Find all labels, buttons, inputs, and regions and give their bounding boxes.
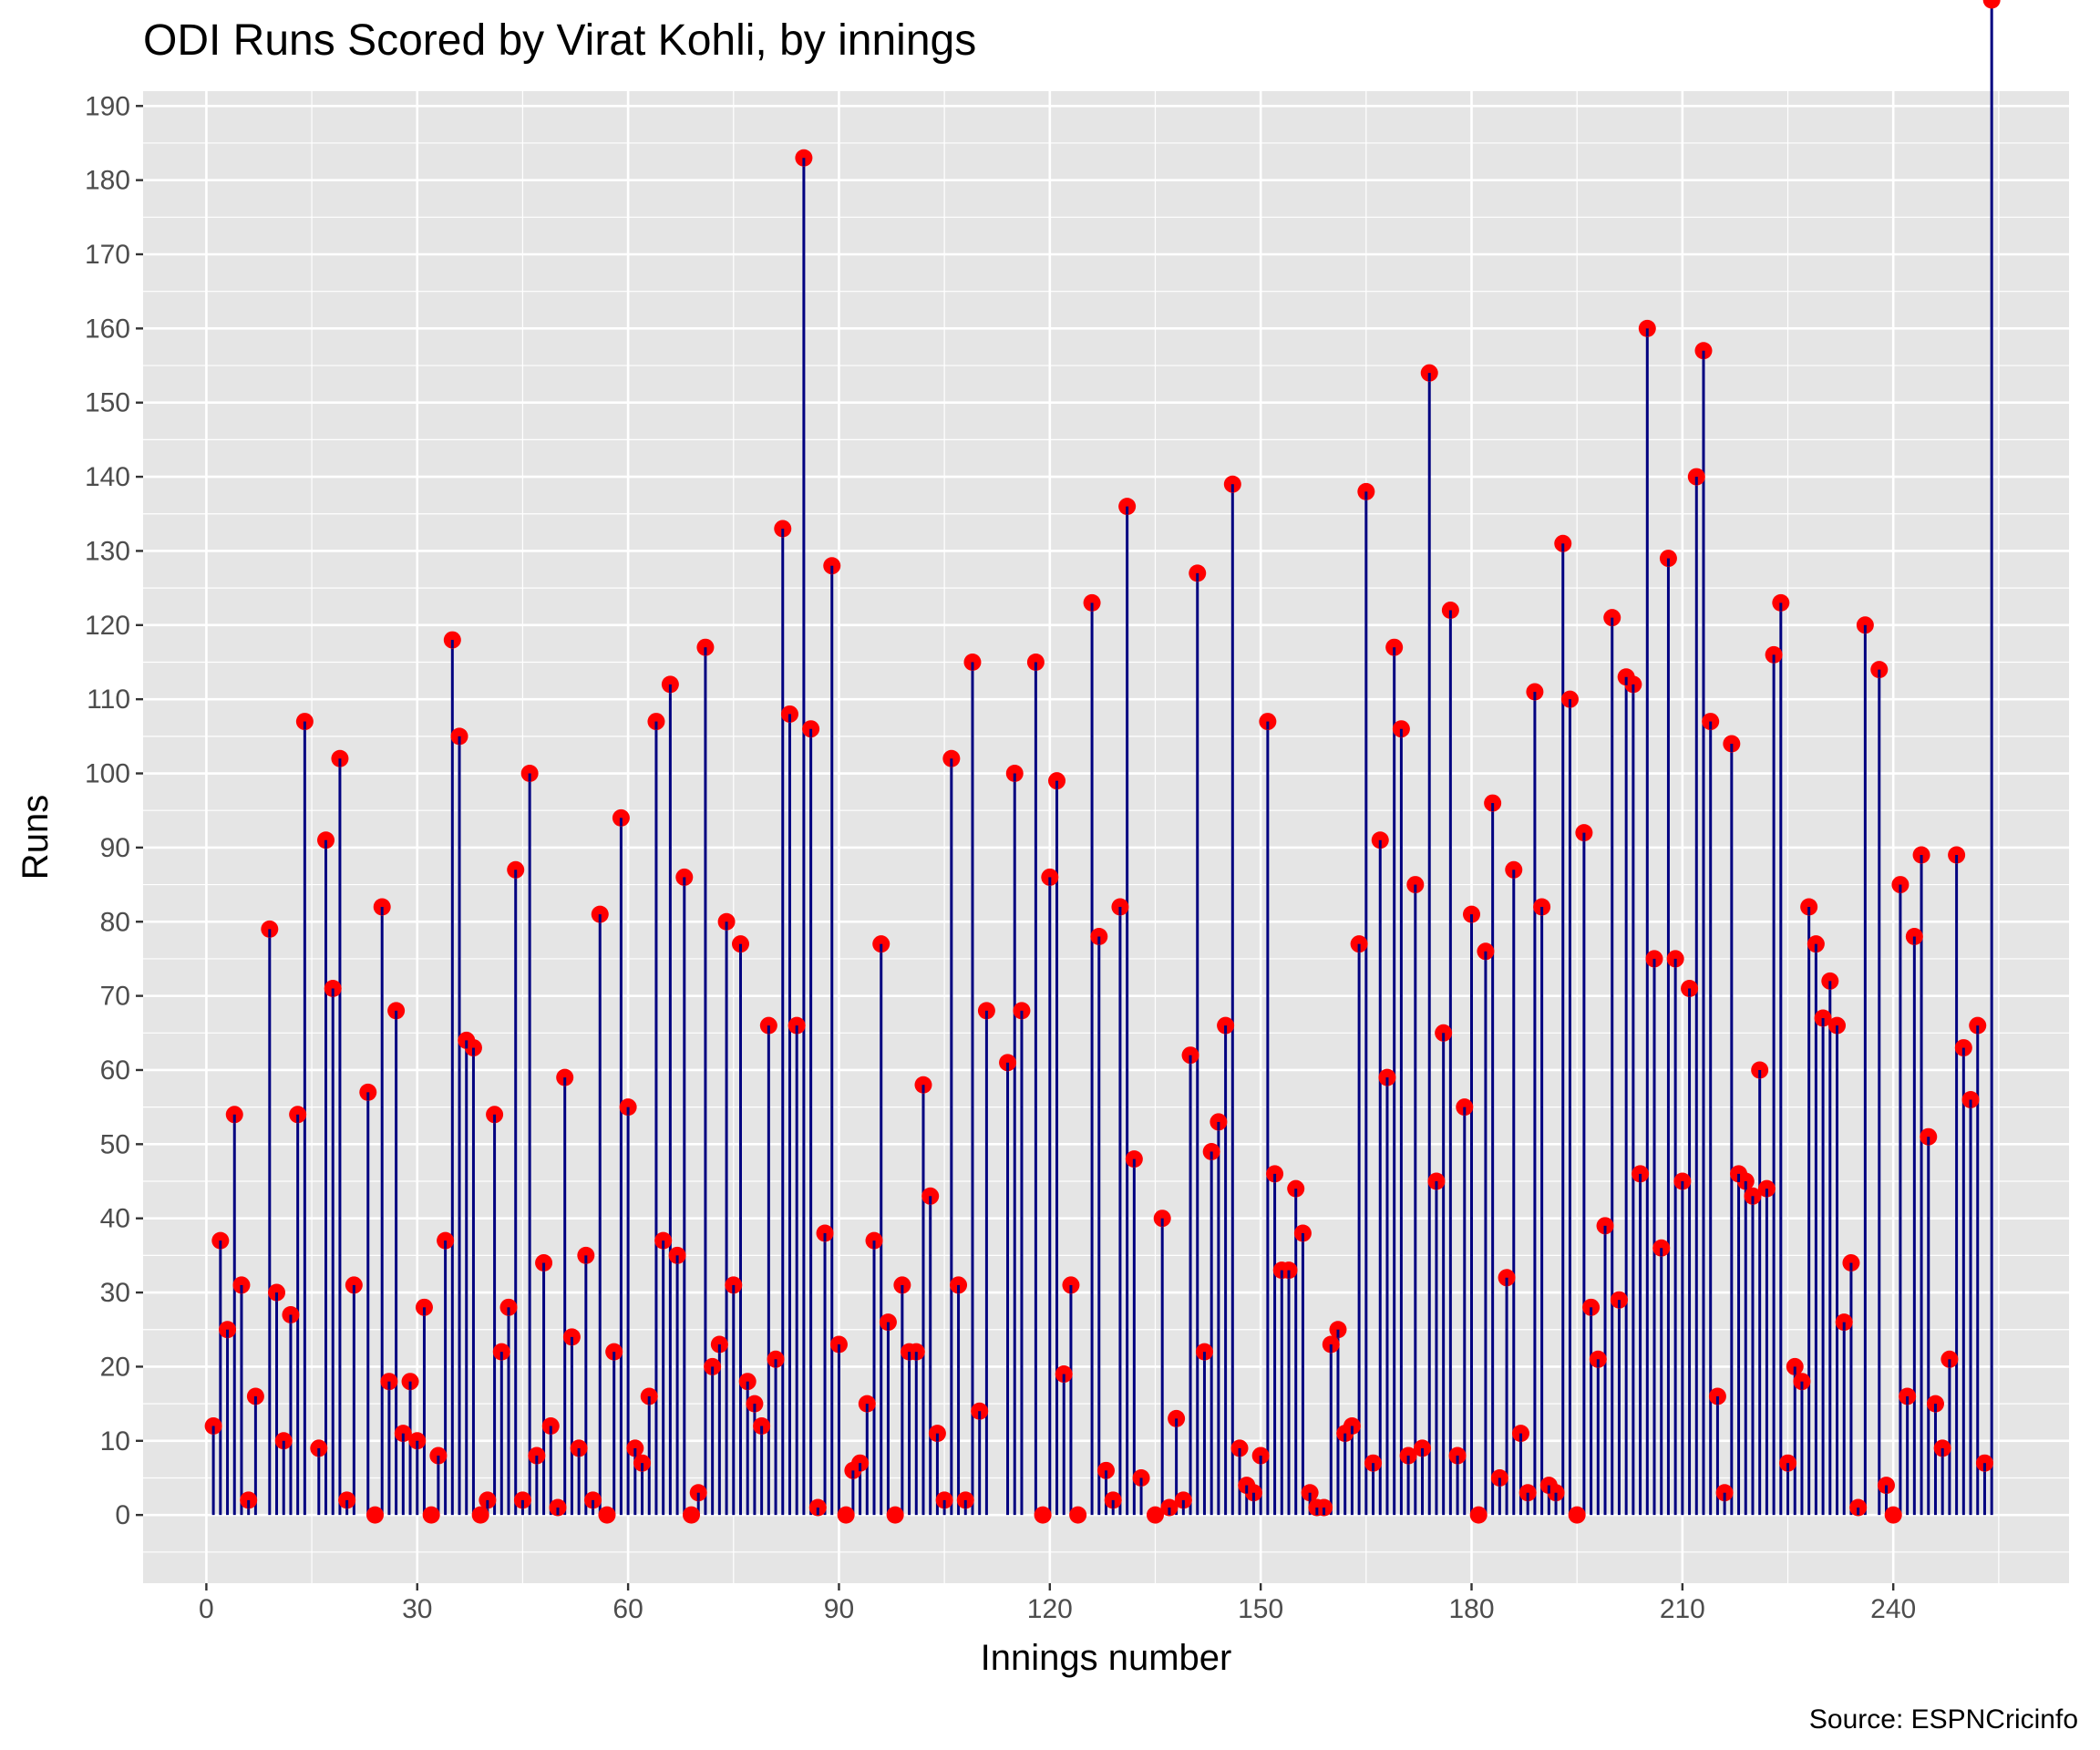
y-tick-label: 170 — [85, 240, 130, 270]
x-tick-label: 90 — [824, 1594, 854, 1624]
x-tick-label: 180 — [1448, 1594, 1494, 1624]
point-innings-98 — [886, 1506, 904, 1524]
point-innings-135 — [1146, 1506, 1164, 1524]
data-points — [204, 0, 2001, 1524]
y-tick-label: 110 — [87, 685, 130, 715]
point-innings-254 — [1982, 0, 2001, 9]
y-tick-label: 140 — [85, 462, 130, 492]
y-axis-title: Runs — [15, 795, 56, 880]
point-innings-32 — [422, 1506, 440, 1524]
chart-title: ODI Runs Scored by Virat Kohli, by innin… — [143, 16, 976, 65]
point-innings-119 — [1034, 1506, 1052, 1524]
point-innings-195 — [1568, 1506, 1586, 1524]
point-innings-69 — [683, 1506, 701, 1524]
x-tick-label: 240 — [1870, 1594, 1916, 1624]
y-tick-label: 100 — [85, 759, 130, 789]
y-tick-label: 80 — [100, 907, 130, 937]
plot-panel — [143, 91, 2069, 1583]
point-innings-57 — [598, 1506, 616, 1524]
x-tick-label: 210 — [1660, 1594, 1705, 1624]
y-tick-label: 20 — [100, 1352, 130, 1382]
y-tick-label: 160 — [85, 314, 130, 344]
point-innings-181 — [1469, 1506, 1488, 1524]
point-innings-24 — [365, 1506, 384, 1524]
x-tick-label: 120 — [1027, 1594, 1073, 1624]
y-tick-label: 0 — [115, 1500, 130, 1530]
y-tick-label: 30 — [100, 1278, 130, 1308]
y-tick-label: 180 — [85, 166, 130, 196]
y-tick-label: 10 — [100, 1426, 130, 1457]
point-innings-91 — [837, 1506, 855, 1524]
point-innings-39 — [471, 1506, 489, 1524]
point-innings-240 — [1884, 1506, 1902, 1524]
x-tick-label: 0 — [199, 1594, 214, 1624]
x-tick-label: 30 — [402, 1594, 432, 1624]
y-tick-label: 190 — [85, 91, 130, 121]
y-tick-label: 150 — [85, 388, 130, 418]
y-tick-label: 120 — [85, 611, 130, 641]
y-tick-label: 50 — [100, 1129, 130, 1159]
y-tick-label: 70 — [100, 982, 130, 1012]
panel-background — [143, 91, 2069, 1583]
y-tick-label: 90 — [100, 833, 130, 863]
point-innings-124 — [1069, 1506, 1087, 1524]
source-caption: Source: ESPNCricinfo — [1809, 1704, 2078, 1735]
y-tick-label: 40 — [100, 1204, 130, 1234]
y-tick-label: 130 — [85, 536, 130, 566]
x-tick-label: 150 — [1238, 1594, 1283, 1624]
axes: 0 10 20 30 40 50 60 70 80 90 100 110 120 130 140 150 160… — [85, 91, 1916, 1624]
x-axis-title: Innings number — [981, 1638, 1232, 1678]
x-tick-label: 60 — [612, 1594, 643, 1624]
y-tick-label: 60 — [100, 1055, 130, 1086]
